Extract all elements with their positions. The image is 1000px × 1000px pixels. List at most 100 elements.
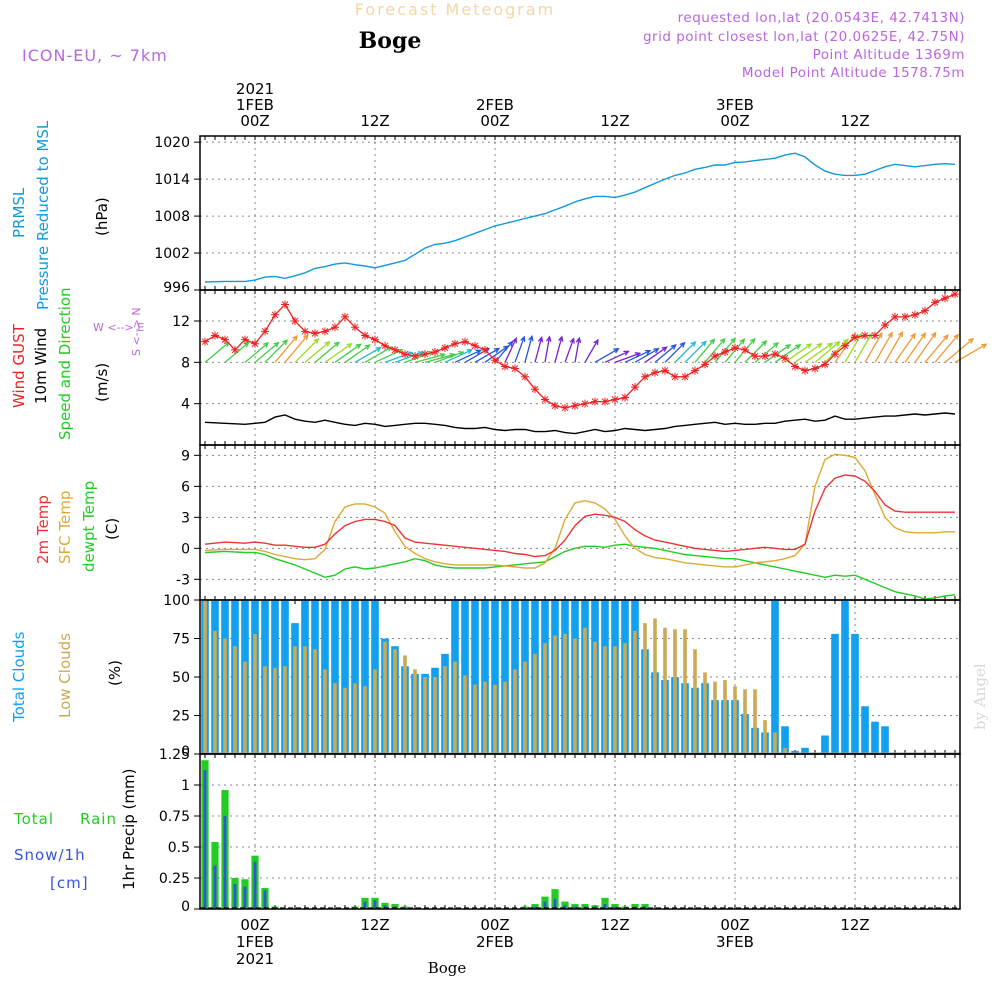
clouds-series xyxy=(200,600,960,754)
bottom-time-label: 12Z xyxy=(840,916,869,934)
wind-arrow-shaft xyxy=(604,350,629,363)
panel-clouds: Total Clouds Low Clouds (%) 100 75 50 25 0 xyxy=(10,593,961,760)
snow-bar xyxy=(543,901,547,909)
bottom-time-label: 3FEB xyxy=(716,933,754,951)
wind-arrow-head xyxy=(623,350,630,356)
wind-arrow-head xyxy=(634,352,642,358)
low-cloud-bar xyxy=(503,681,507,754)
low-cloud-bar xyxy=(753,689,757,754)
gust-marker xyxy=(401,350,409,359)
wind-arrow-head xyxy=(739,338,746,345)
wind-arrow-head xyxy=(857,332,863,339)
wind-arrow-head xyxy=(346,342,353,349)
wind-arrow-shaft xyxy=(704,338,726,363)
gust-marker xyxy=(951,290,959,299)
y-tick-label: 8 xyxy=(181,355,190,371)
wind-arrow-head xyxy=(709,338,716,345)
wind-arrow-head xyxy=(700,340,707,347)
gust-marker xyxy=(541,395,549,404)
wind-arrow-shaft xyxy=(314,341,340,363)
sfc-temp-line xyxy=(204,453,955,569)
panel-precip: Total Rain Snow/1h [cm] 1hr Precip (mm) … xyxy=(13,747,961,915)
wind-arrow-shaft xyxy=(414,353,445,363)
wind-arrow-shaft xyxy=(944,338,974,363)
wind-arrow-shaft xyxy=(304,341,330,363)
gust-marker xyxy=(901,312,909,321)
gust-marker xyxy=(361,331,369,340)
wind-arrow-shaft xyxy=(224,342,249,363)
gust-marker xyxy=(671,372,679,381)
wind-arrow-head xyxy=(223,341,231,348)
y-tick-label: 0 xyxy=(181,899,190,915)
wind-label-speed-dir: Speed and Direction xyxy=(56,287,74,440)
low-cloud-bar xyxy=(293,646,297,754)
gust-marker xyxy=(471,341,479,350)
y-tick-label: 996 xyxy=(163,280,190,296)
gust-marker xyxy=(201,337,209,346)
low-cloud-bar xyxy=(413,669,417,754)
clouds-label-total: Total Clouds xyxy=(10,631,28,723)
gust-marker xyxy=(441,343,449,352)
wind-arrow-shaft xyxy=(694,338,715,363)
snow-bar xyxy=(243,886,247,909)
y-tick-label: 1020 xyxy=(154,135,190,151)
gust-marker xyxy=(851,333,859,342)
pressure-label-unit: (hPa) xyxy=(93,197,111,236)
total-cloud-bar xyxy=(481,600,489,754)
precip-frame xyxy=(199,753,961,910)
wind-arrow-shaft xyxy=(914,332,937,363)
temp-grid xyxy=(200,445,960,600)
wind-arrow-shaft xyxy=(684,341,707,363)
gust-marker xyxy=(251,339,259,348)
wind-arrow-head xyxy=(910,332,916,339)
requested-coords: requested lon,lat (20.0543E, 42.7413N) xyxy=(678,10,965,26)
low-cloud-bar xyxy=(453,661,457,754)
wind-arrow-shaft xyxy=(284,334,309,363)
wind-arrow-shaft xyxy=(894,333,916,363)
low-cloud-bar xyxy=(243,661,247,754)
low-cloud-bar xyxy=(583,627,587,754)
low-cloud-bar xyxy=(273,667,277,754)
low-cloud-bar xyxy=(313,649,317,754)
low-cloud-bar xyxy=(433,677,437,754)
wind-arrow-head xyxy=(644,349,652,355)
wind-arrow-head xyxy=(546,335,552,342)
y-tick-label: 1002 xyxy=(154,246,190,262)
gust-marker xyxy=(291,317,299,325)
top-time-label: 00Z xyxy=(480,112,509,130)
temp-label-2m: 2m Temp xyxy=(34,495,52,564)
gust-marker xyxy=(411,352,419,361)
temp-series xyxy=(204,453,956,600)
low-cloud-bar xyxy=(523,661,527,754)
precip-label-total: Total xyxy=(13,810,54,828)
low-cloud-bar xyxy=(653,618,657,754)
gust-marker xyxy=(821,360,829,369)
wind-arrow-shaft xyxy=(534,337,543,363)
panel-wind: Wind GUST 10m Wind Speed and Direction (… xyxy=(10,287,988,446)
total-cloud-bar xyxy=(471,600,479,754)
wind-arrow-shaft xyxy=(364,346,392,363)
gust-marker xyxy=(281,300,289,309)
snow-bar xyxy=(253,861,257,909)
wind-arrow-head xyxy=(930,331,937,338)
gust-marker xyxy=(231,345,239,354)
top-time-label: 3FEB xyxy=(716,96,754,114)
low-cloud-bar xyxy=(343,687,347,754)
wind-arrow-head xyxy=(292,334,298,342)
wind-arrow-head xyxy=(313,337,320,344)
wind-arrow-shaft xyxy=(434,351,464,363)
wind-arrow-head xyxy=(613,348,620,354)
wind-arrow-head xyxy=(826,342,834,349)
gust-marker xyxy=(601,397,609,406)
wind-arrow-head xyxy=(887,331,893,338)
wind-arrow-shaft xyxy=(454,349,481,363)
model-label: ICON-EU, ~ 7km xyxy=(22,46,168,65)
gust-marker xyxy=(481,345,489,354)
wind-arrow-shaft xyxy=(904,332,926,363)
top-time-label: 12Z xyxy=(360,112,389,130)
low-cloud-bar xyxy=(383,641,387,754)
low-cloud-bar xyxy=(423,677,427,754)
y-tick-label: 0 xyxy=(181,744,190,760)
wind-arrow-head xyxy=(528,334,534,342)
wind-arrow-shaft xyxy=(394,351,423,363)
